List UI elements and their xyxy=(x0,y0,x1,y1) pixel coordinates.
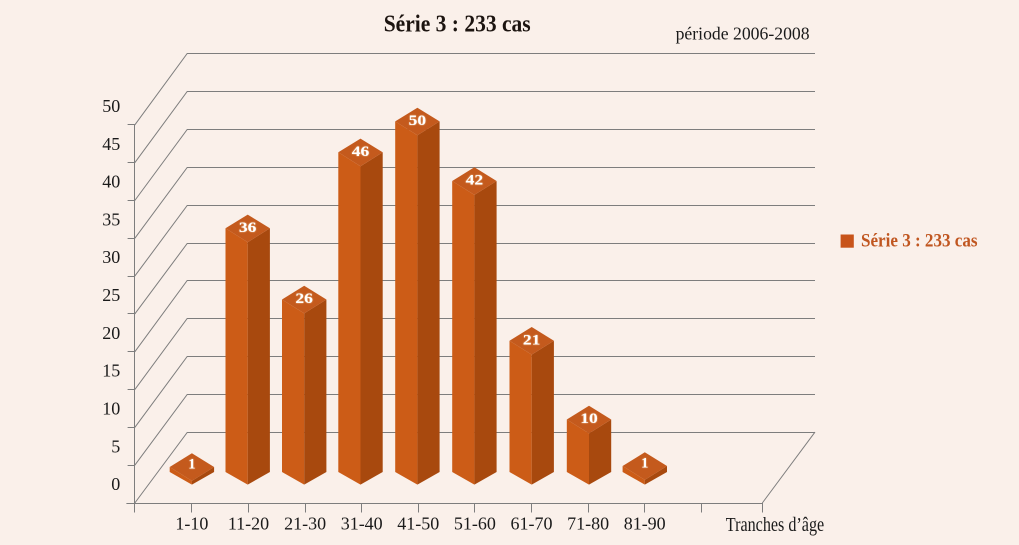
svg-text:21: 21 xyxy=(523,332,541,348)
svg-text:45: 45 xyxy=(102,134,120,154)
svg-text:42: 42 xyxy=(466,173,484,189)
svg-text:11-20: 11-20 xyxy=(228,514,269,534)
svg-text:10: 10 xyxy=(102,399,120,419)
svg-text:20: 20 xyxy=(102,323,120,343)
svg-text:5: 5 xyxy=(111,436,120,456)
svg-text:71-80: 71-80 xyxy=(567,514,609,534)
svg-text:Tranches d’âge: Tranches d’âge xyxy=(726,514,824,536)
svg-text:61-70: 61-70 xyxy=(511,514,553,534)
svg-text:15: 15 xyxy=(102,361,120,381)
svg-text:Série 3 : 233 cas: Série 3 : 233 cas xyxy=(861,231,978,252)
svg-text:46: 46 xyxy=(352,144,370,160)
svg-text:10: 10 xyxy=(580,411,598,427)
svg-text:31-40: 31-40 xyxy=(341,514,383,534)
svg-text:25: 25 xyxy=(102,285,120,305)
svg-text:81-90: 81-90 xyxy=(624,514,666,534)
svg-text:50: 50 xyxy=(102,96,120,116)
svg-text:30: 30 xyxy=(102,247,120,267)
svg-text:Série 3 : 233 cas: Série 3 : 233 cas xyxy=(384,11,531,37)
svg-text:période 2006-2008: période 2006-2008 xyxy=(676,24,810,44)
svg-text:1: 1 xyxy=(641,456,648,472)
svg-text:35: 35 xyxy=(102,209,120,229)
svg-text:0: 0 xyxy=(111,474,120,494)
svg-text:1: 1 xyxy=(188,457,195,473)
svg-text:51-60: 51-60 xyxy=(454,514,496,534)
svg-text:41-50: 41-50 xyxy=(397,514,439,534)
svg-text:50: 50 xyxy=(409,113,427,129)
svg-text:40: 40 xyxy=(102,172,120,192)
svg-text:1-10: 1-10 xyxy=(175,514,208,534)
svg-text:21-30: 21-30 xyxy=(284,514,326,534)
svg-text:36: 36 xyxy=(239,220,257,236)
svg-text:26: 26 xyxy=(295,291,313,307)
